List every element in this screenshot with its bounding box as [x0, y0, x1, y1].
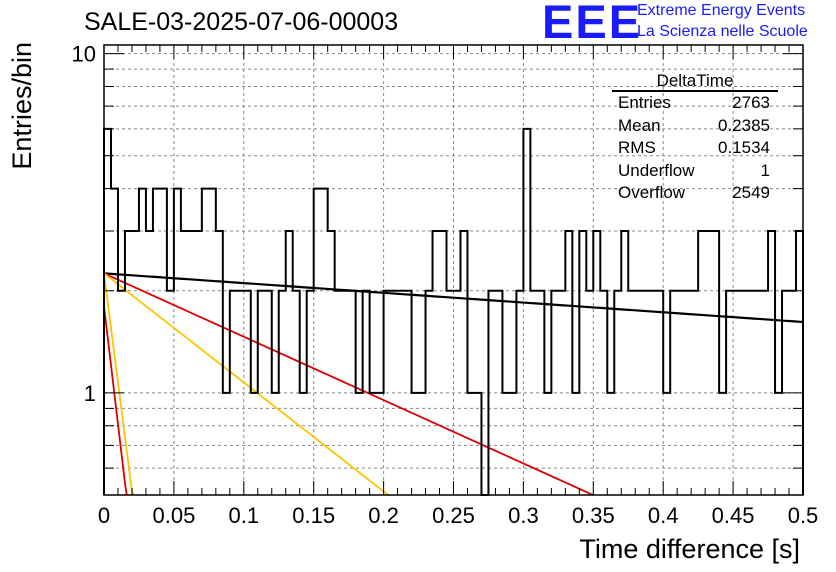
- y-tick-label: 10: [72, 42, 96, 67]
- logo-subtitle-line1: Extreme Energy Events: [637, 2, 806, 19]
- stat-label: Underflow: [618, 160, 695, 180]
- fit-curves: [103, 272, 804, 496]
- y-axis-label: Entries/bin: [7, 42, 37, 170]
- axis-tick-labels: 0 0.05 0.1 0.15 0.2 0.25 0.3 0.35 0.4 0.45 0.5 1 10: [72, 42, 819, 528]
- stat-row-rms: RMS 0.1534: [612, 137, 778, 160]
- stats-box: DeltaTime Entries 2763 Mean 0.2385 RMS 0…: [612, 71, 778, 205]
- y-tick-label: 1: [84, 381, 96, 406]
- stat-value: 0.2385: [718, 115, 770, 135]
- plot-title: SALE-03-2025-07-06-00003: [84, 8, 399, 36]
- stat-label: Overflow: [618, 183, 686, 202]
- x-tick-label: 0: [98, 503, 110, 528]
- x-tick-label: 0.05: [152, 503, 195, 528]
- stat-value: 0.1534: [718, 138, 770, 157]
- x-axis-label: Time difference [s]: [579, 534, 800, 564]
- x-tick-label: 0.35: [572, 503, 615, 528]
- x-tick-label: 0.1: [229, 503, 260, 528]
- stat-label: RMS: [618, 138, 656, 157]
- stat-value: 2549: [732, 183, 770, 202]
- stat-row-mean: Mean 0.2385: [612, 115, 778, 138]
- stat-row-entries: Entries 2763: [612, 92, 778, 115]
- x-tick-label: 0.25: [432, 503, 475, 528]
- fit-curve-3: [103, 273, 135, 496]
- axis-ticks: [103, 45, 804, 496]
- fit-curve-2: [103, 272, 390, 496]
- stat-label: Mean: [618, 115, 661, 135]
- stat-value: 1: [760, 160, 770, 180]
- eee-logo-mark: EEE: [542, 0, 643, 48]
- stat-label: Entries: [618, 93, 671, 112]
- fit-curve-1: [103, 272, 594, 496]
- stats-box-title: DeltaTime: [612, 71, 778, 92]
- stat-row-overflow: Overflow 2549: [612, 182, 778, 205]
- histogram-series: [103, 127, 804, 496]
- x-tick-label: 0.45: [712, 503, 755, 528]
- x-tick-label: 0.5: [788, 503, 819, 528]
- eee-logo: EEE Extreme Energy Events La Scienza nel…: [542, 0, 832, 48]
- x-tick-label: 0.15: [292, 503, 335, 528]
- x-tick-label: 0.2: [368, 503, 399, 528]
- stat-value: 2763: [732, 93, 770, 112]
- x-tick-label: 0.3: [508, 503, 539, 528]
- stat-row-underflow: Underflow 1: [612, 160, 778, 183]
- fit-curve-0: [103, 272, 804, 324]
- logo-subtitle-line2: La Scienza nelle Scuole: [637, 23, 808, 40]
- x-tick-label: 0.4: [648, 503, 679, 528]
- fit-curve-4: [103, 306, 128, 496]
